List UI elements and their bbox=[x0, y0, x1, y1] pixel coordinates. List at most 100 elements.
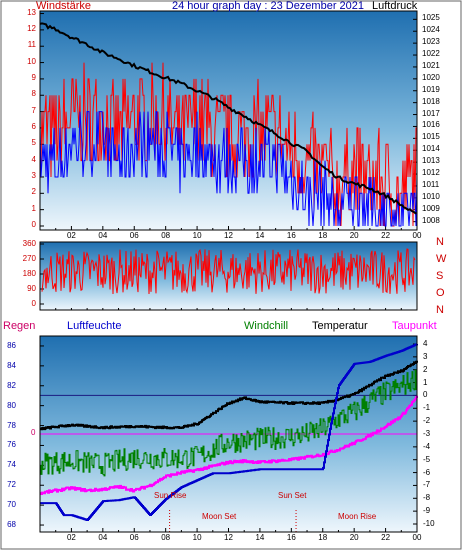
pressure-tick: 1012 bbox=[422, 168, 440, 178]
x-tick-label: 22 bbox=[381, 533, 391, 542]
wind-speed-tick: 2 bbox=[31, 187, 36, 197]
wind-speed-title: Windstärke bbox=[36, 0, 92, 12]
humidity-tick: 80 bbox=[7, 400, 16, 410]
x-tick-label: 00 bbox=[412, 533, 422, 542]
windchill-series bbox=[40, 369, 418, 477]
pressure-tick: 1018 bbox=[422, 96, 440, 106]
wind-speed-tick: 5 bbox=[31, 138, 36, 148]
humidity-tick: 72 bbox=[7, 480, 16, 490]
pressure-series bbox=[39, 22, 417, 215]
humidity-tick: 84 bbox=[7, 360, 16, 370]
x-tick-label: 00 bbox=[412, 231, 422, 240]
x-tick-label: 20 bbox=[349, 231, 359, 240]
temperature-tick: 1 bbox=[423, 377, 428, 387]
x-tick-label: 16 bbox=[286, 231, 296, 240]
pressure-tick: 1008 bbox=[422, 215, 440, 225]
wind-speed-tick: 11 bbox=[27, 40, 36, 50]
legend-windchill: Windchill bbox=[244, 320, 289, 332]
wind-speed-tick: 13 bbox=[27, 7, 36, 17]
x-tick-label: 10 bbox=[192, 533, 202, 542]
direction-tick: 90 bbox=[27, 284, 36, 293]
x-tick-label: 06 bbox=[129, 231, 139, 240]
humidity-tick: 76 bbox=[7, 440, 16, 450]
x-tick-label: 22 bbox=[381, 231, 391, 240]
rain-zero-tick: 0 bbox=[31, 428, 36, 437]
wind-speed-tick: 0 bbox=[31, 220, 36, 229]
temperature-tick: -8 bbox=[423, 493, 431, 503]
humidity-tick: 70 bbox=[7, 500, 16, 510]
humidity-series bbox=[40, 343, 418, 521]
pressure-tick: 1017 bbox=[422, 108, 440, 118]
humidity-tick: 82 bbox=[7, 380, 16, 390]
humidity-tick: 86 bbox=[7, 340, 16, 350]
moon-rise-label: Moon Rise bbox=[338, 512, 377, 521]
temperature-tick: 0 bbox=[423, 390, 428, 400]
pressure-tick: 1015 bbox=[422, 132, 440, 142]
x-tick-label: 20 bbox=[349, 533, 359, 542]
x-tick-label: 04 bbox=[98, 533, 108, 542]
wind-speed-tick: 4 bbox=[31, 154, 36, 164]
legend-rain: Regen bbox=[3, 320, 36, 332]
x-tick-label: 02 bbox=[66, 533, 76, 542]
x-tick-label: 12 bbox=[224, 533, 233, 542]
x-tick-label: 06 bbox=[129, 533, 139, 542]
pressure-tick: 1013 bbox=[422, 156, 440, 166]
compass-letter: N bbox=[436, 236, 444, 248]
x-tick-label: 18 bbox=[318, 533, 328, 542]
legend-humidity: Luftfeuchte bbox=[67, 320, 122, 332]
humidity-tick: 78 bbox=[7, 420, 16, 430]
wind-speed-tick: 7 bbox=[31, 105, 36, 115]
temperature-tick: 4 bbox=[423, 339, 428, 348]
wind-gust-series bbox=[39, 111, 418, 227]
pressure-tick: 1025 bbox=[422, 13, 440, 23]
temperature-tick: 2 bbox=[423, 364, 428, 374]
x-tick-label: 12 bbox=[224, 231, 233, 240]
direction-tick: 360 bbox=[22, 239, 36, 248]
temperature-tick: -6 bbox=[423, 467, 431, 477]
pressure-tick: 1020 bbox=[422, 72, 440, 82]
sun-rise-label: Sun Rise bbox=[154, 491, 187, 500]
pressure-tick: 1010 bbox=[422, 191, 440, 201]
temperature-tick: -2 bbox=[423, 416, 431, 426]
wind-speed-tick: 3 bbox=[31, 170, 36, 180]
x-tick-label: 10 bbox=[192, 231, 202, 240]
pressure-title: Luftdruck bbox=[372, 0, 418, 12]
temperature-tick: -9 bbox=[423, 506, 431, 516]
x-tick-label: 04 bbox=[98, 231, 108, 240]
temperature-tick: -3 bbox=[423, 429, 431, 438]
wind-speed-tick: 9 bbox=[31, 72, 36, 82]
chart-title: 24 hour graph day : 23 Dezember 2021 bbox=[172, 0, 365, 12]
wind-speed-tick: 10 bbox=[27, 56, 36, 66]
direction-tick: 0 bbox=[31, 299, 36, 308]
temperature-tick: -7 bbox=[423, 480, 431, 490]
wind-speed-tick: 8 bbox=[31, 89, 36, 99]
x-tick-label: 18 bbox=[318, 231, 328, 240]
x-tick-label: 02 bbox=[66, 231, 76, 240]
temperature-tick: -10 bbox=[423, 519, 435, 528]
wind-speed-tick: 1 bbox=[31, 203, 36, 213]
temperature-series bbox=[40, 360, 418, 431]
pressure-tick: 1023 bbox=[422, 37, 440, 47]
x-tick-label: 14 bbox=[255, 231, 265, 240]
compass-letter: O bbox=[436, 287, 445, 299]
pressure-tick: 1019 bbox=[422, 84, 440, 94]
wind-speed-tick: 6 bbox=[31, 121, 36, 131]
temperature-tick: -5 bbox=[423, 454, 431, 464]
compass-letter: S bbox=[436, 270, 444, 282]
temperature-tick: -4 bbox=[423, 441, 431, 451]
sun-set-label: Sun Set bbox=[278, 491, 307, 500]
humidity-tick: 74 bbox=[7, 460, 16, 470]
direction-tick: 270 bbox=[22, 254, 36, 263]
legend-temperature: Temperatur bbox=[312, 320, 368, 332]
x-tick-label: 08 bbox=[161, 533, 171, 542]
pressure-tick: 1011 bbox=[422, 179, 440, 189]
pressure-tick: 1016 bbox=[422, 120, 440, 130]
pressure-tick: 1024 bbox=[422, 25, 440, 35]
legend-dewpoint: Taupunkt bbox=[392, 320, 437, 332]
wind-speed-tick: 12 bbox=[27, 23, 36, 33]
x-tick-label: 16 bbox=[286, 533, 296, 542]
compass-letter: W bbox=[436, 253, 447, 265]
moon-set-label: Moon Set bbox=[202, 512, 237, 521]
humidity-tick: 68 bbox=[7, 520, 16, 530]
